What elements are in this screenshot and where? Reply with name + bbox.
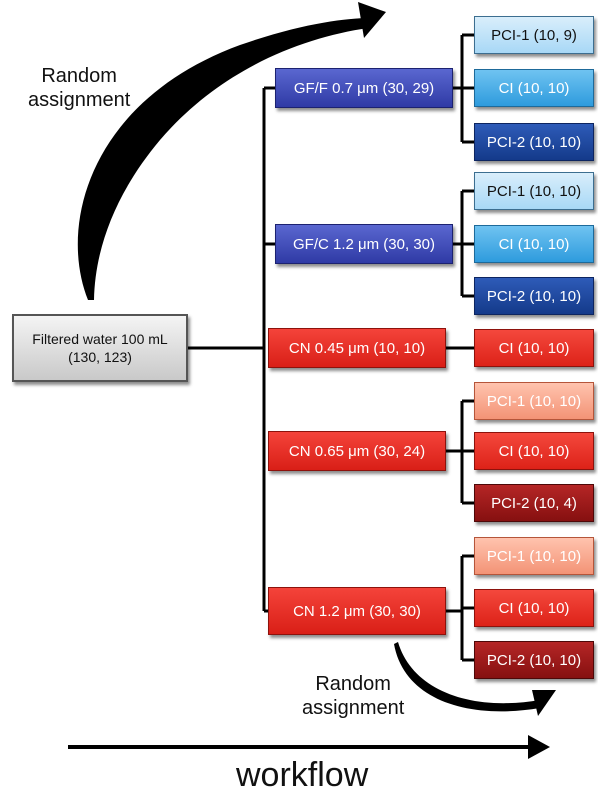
- treatment-node: CI (10, 10): [474, 329, 594, 367]
- treatment-node: PCI-2 (10, 4): [474, 484, 594, 522]
- treatment-label: PCI-1 (10, 10): [486, 182, 582, 200]
- source-counts: (130, 123): [68, 349, 132, 365]
- treatment-label: PCI-2 (10, 4): [491, 494, 577, 512]
- treatment-label: PCI-1 (10, 10): [486, 392, 582, 410]
- treatment-node: CI (10, 10): [474, 589, 594, 627]
- random-assignment-bottom-line2: assignment: [302, 697, 405, 719]
- membrane-label: CN 0.65 μm (30, 24): [288, 442, 426, 460]
- treatment-node: PCI-2 (10, 10): [474, 641, 594, 679]
- random-assignment-top-line2: assignment: [28, 89, 131, 111]
- random-assignment-bottom-arrow: [394, 642, 540, 712]
- random-assignment-bottom-line1: Random: [315, 673, 391, 695]
- source-node: Filtered water 100 mL (130, 123): [12, 314, 188, 382]
- membrane-label: CN 0.45 μm (10, 10): [288, 339, 426, 357]
- workflow-arrowhead: [528, 735, 550, 759]
- membrane-node: CN 0.45 μm (10, 10): [268, 328, 446, 368]
- treatment-label: PCI-1 (10, 9): [491, 26, 577, 44]
- treatment-label: PCI-1 (10, 10): [486, 547, 582, 565]
- membrane-label: CN 1.2 μm (30, 30): [293, 602, 421, 620]
- treatment-node: PCI-2 (10, 10): [474, 277, 594, 315]
- membrane-node: CN 0.65 μm (30, 24): [268, 431, 446, 471]
- treatment-label: PCI-2 (10, 10): [486, 133, 582, 151]
- membrane-label: GF/C 1.2 μm (30, 30): [292, 235, 436, 253]
- treatment-node: PCI-1 (10, 10): [474, 382, 594, 420]
- random-assignment-top-arrow: [77, 18, 370, 300]
- treatment-label: CI (10, 10): [498, 599, 570, 617]
- treatment-label: CI (10, 10): [498, 235, 570, 253]
- treatment-label: CI (10, 10): [498, 442, 570, 460]
- random-assignment-top-label: Random assignment: [28, 64, 130, 112]
- random-assignment-bottom-label: Random assignment: [302, 672, 404, 720]
- workflow-label: workflow: [236, 756, 369, 794]
- treatment-label: PCI-2 (10, 10): [486, 287, 582, 305]
- treatment-label: PCI-2 (10, 10): [486, 651, 582, 669]
- source-label: Filtered water 100 mL: [32, 331, 168, 347]
- treatment-label: CI (10, 10): [498, 79, 570, 97]
- treatment-node: CI (10, 10): [474, 432, 594, 470]
- membrane-label: GF/F 0.7 μm (30, 29): [293, 79, 435, 97]
- random-assignment-top-line1: Random: [41, 65, 117, 87]
- membrane-node: GF/C 1.2 μm (30, 30): [275, 224, 453, 264]
- random-assignment-top-arrowhead: [358, 2, 386, 38]
- treatment-label: CI (10, 10): [498, 339, 570, 357]
- treatment-node: PCI-2 (10, 10): [474, 123, 594, 161]
- treatment-node: CI (10, 10): [474, 225, 594, 263]
- treatment-node: CI (10, 10): [474, 69, 594, 107]
- treatment-node: PCI-1 (10, 10): [474, 537, 594, 575]
- treatment-node: PCI-1 (10, 10): [474, 172, 594, 210]
- treatment-node: PCI-1 (10, 9): [474, 16, 594, 54]
- random-assignment-bottom-arrowhead: [532, 690, 556, 716]
- connector-lines: [188, 33, 474, 662]
- membrane-node: GF/F 0.7 μm (30, 29): [275, 68, 453, 108]
- membrane-node: CN 1.2 μm (30, 30): [268, 587, 446, 635]
